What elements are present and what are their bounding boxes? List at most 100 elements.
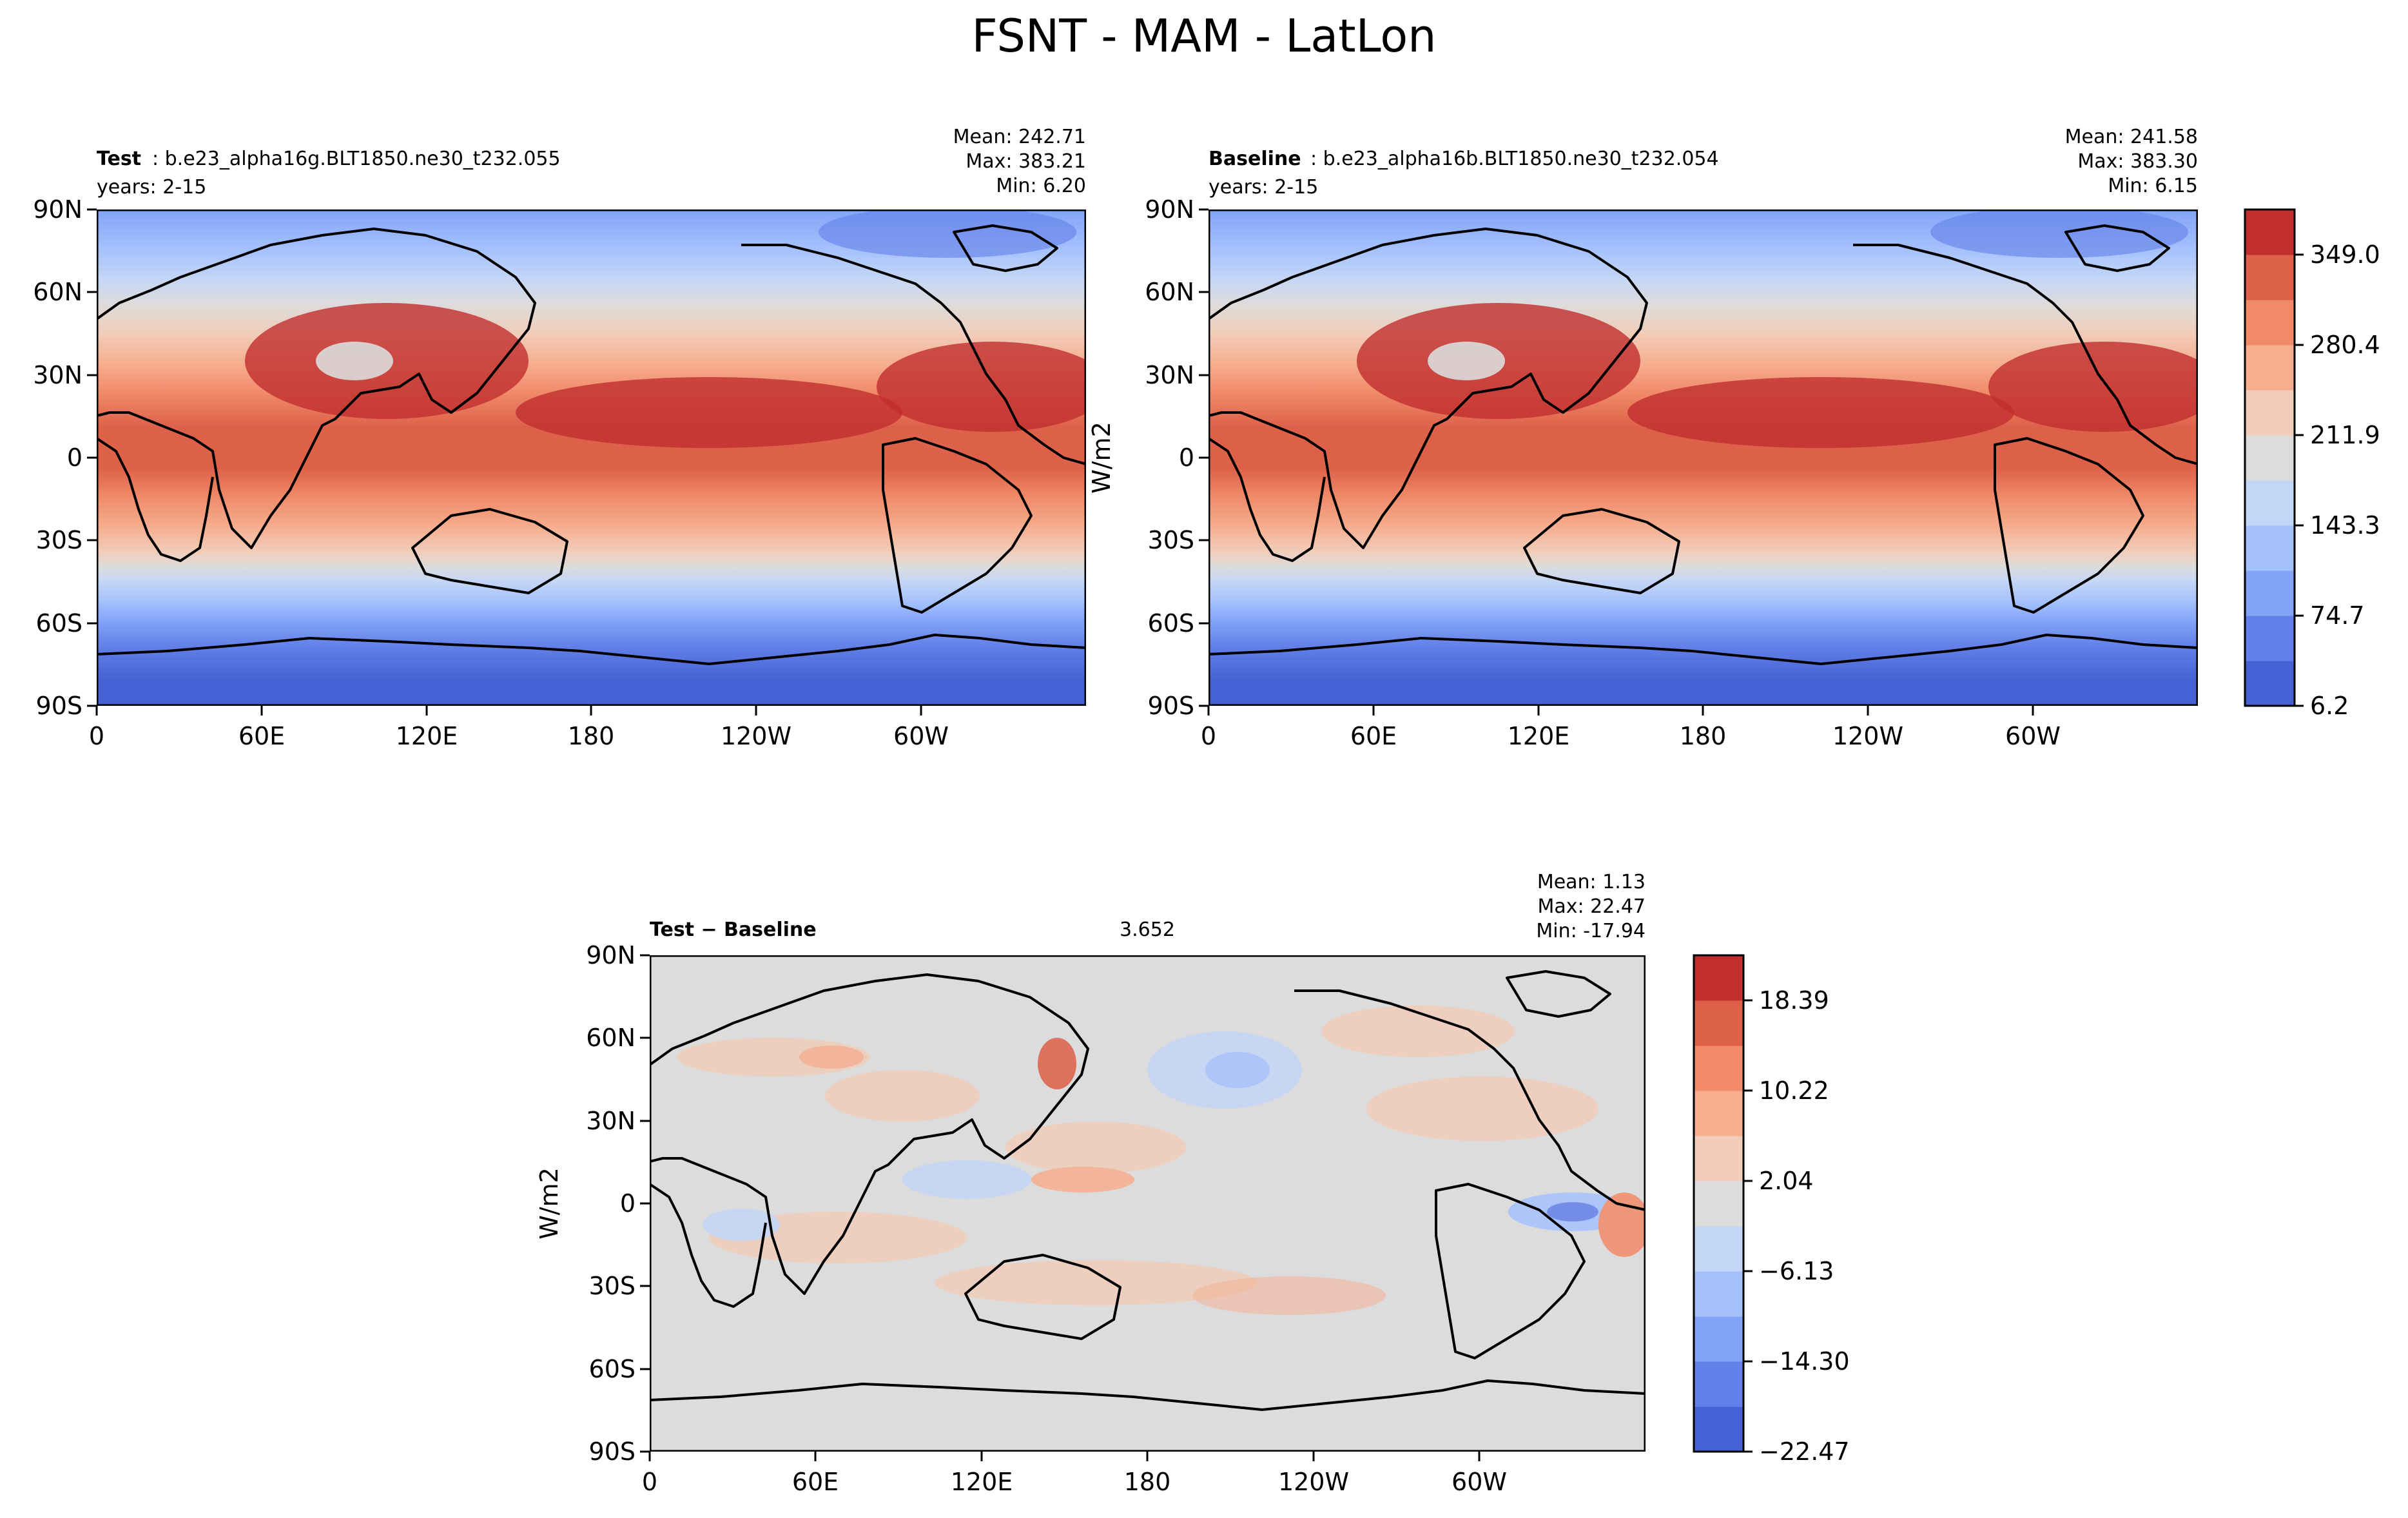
test-ytick-90s: 90S: [36, 692, 83, 720]
difference-colorbar-tick-label: −6.13: [1759, 1257, 1834, 1285]
difference-ytick-90s: 90S: [589, 1437, 636, 1466]
difference-colorbar-color-band: [1694, 1316, 1743, 1362]
test-xtick-0: 0: [89, 722, 104, 750]
difference-colorbar-tick-label: 2.04: [1759, 1167, 1814, 1195]
difference-colorbar-color-band: [1694, 1361, 1743, 1407]
difference-colorbar-tick-label: 18.39: [1759, 986, 1829, 1015]
test-years: years: 2-15: [97, 176, 206, 199]
difference-ytick-30n: 30N: [586, 1107, 636, 1135]
top-colorbar-color-band: [2245, 389, 2295, 436]
difference-colorbar-color-band: [1694, 1045, 1743, 1091]
test-ytick-60n: 60N: [33, 278, 83, 306]
test-xtick-180: 180: [568, 722, 615, 750]
baseline-stat-mean: Mean: 241.58: [2065, 126, 2198, 148]
baseline-xtick-60w: 60W: [2005, 722, 2061, 750]
test-y-axis: 90N 60N 30N 0 30S 60S 90S: [33, 195, 97, 720]
top-colorbar-color-band: [2245, 434, 2295, 481]
test-ytick-60s: 60S: [36, 609, 83, 637]
baseline-ylabel: W/m2: [1087, 422, 1116, 494]
baseline-xtick-0: 0: [1201, 722, 1216, 750]
difference-colorbar-color-band: [1694, 955, 1743, 1001]
test-xtick-60w: 60W: [893, 722, 949, 750]
difference-map-field: [650, 955, 1646, 1452]
top-colorbar-tick-label: 211.9: [2310, 421, 2380, 449]
test-panel: Test : b.e23_alpha16g.BLT1850.ne30_t232.…: [33, 126, 1086, 750]
baseline-years: years: 2-15: [1209, 176, 1318, 199]
difference-stat-max: Max: 22.47: [1537, 895, 1646, 918]
figure-title: FSNT - MAM - LatLon: [971, 10, 1436, 63]
baseline-ytick-90n: 90N: [1145, 195, 1194, 224]
test-xtick-120e: 120E: [396, 722, 458, 750]
top-colorbar-tick-label: 143.3: [2310, 511, 2380, 540]
difference-colorbar-tick-label: 10.22: [1759, 1076, 1829, 1105]
baseline-ytick-60s: 60S: [1148, 609, 1194, 637]
test-xtick-120w: 120W: [721, 722, 791, 750]
difference-colorbar-tick-label: −14.30: [1759, 1347, 1850, 1376]
test-ytick-30s: 30S: [36, 526, 83, 554]
baseline-stat-max: Max: 383.30: [2077, 150, 2198, 173]
difference-colorbar-color-band: [1694, 1181, 1743, 1227]
baseline-ytick-30n: 30N: [1145, 361, 1194, 389]
test-stat-min: Min: 6.20: [996, 175, 1086, 197]
test-x-axis: 0 60E 120E 180 120W 60W: [89, 706, 949, 750]
difference-colorbar-color-band: [1694, 1225, 1743, 1272]
difference-colorbar-color-band: [1694, 1090, 1743, 1136]
difference-colorbar: −22.47 −14.30 −6.13 2.04 10.22 18.39: [1693, 954, 1850, 1466]
baseline-xtick-180: 180: [1680, 722, 1727, 750]
baseline-y-axis: 90N 60N 30N 0 30S 60S 90S: [1145, 195, 1209, 720]
test-stat-mean: Mean: 242.71: [953, 126, 1086, 148]
baseline-xtick-60e: 60E: [1350, 722, 1397, 750]
baseline-panel: Baseline : b.e23_alpha16b.BLT1850.ne30_t…: [1087, 126, 2198, 750]
baseline-label-bold: Baseline: [1209, 148, 1301, 170]
difference-colorbar-color-band: [1694, 1000, 1743, 1046]
baseline-ytick-30s: 30S: [1148, 526, 1194, 554]
baseline-xtick-120w: 120W: [1832, 722, 1903, 750]
difference-xtick-60w: 60W: [1452, 1468, 1507, 1496]
difference-xtick-0: 0: [642, 1468, 657, 1496]
top-colorbar-color-band: [2245, 525, 2295, 571]
top-colorbar-tick-label: 349.0: [2310, 240, 2380, 269]
difference-colorbar-color-band: [1694, 1271, 1743, 1317]
top-colorbar: 6.2 74.7 143.3 211.9 280.4 349.0: [2244, 208, 2380, 720]
top-colorbar-color-band: [2245, 300, 2295, 345]
test-case-name: : b.e23_alpha16g.BLT1850.ne30_t232.055: [152, 148, 561, 170]
test-map-field: [97, 209, 1086, 706]
baseline-ytick-60n: 60N: [1145, 278, 1194, 306]
difference-ytick-60n: 60N: [586, 1024, 636, 1052]
difference-ytick-90n: 90N: [586, 941, 636, 969]
difference-label: Test − Baseline: [650, 919, 817, 941]
difference-stat-min: Min: -17.94: [1536, 920, 1646, 942]
difference-colorbar-frame: [1693, 954, 1745, 1453]
top-colorbar-color-band: [2245, 255, 2295, 300]
top-colorbar-color-band: [2245, 480, 2295, 526]
difference-xtick-120w: 120W: [1278, 1468, 1349, 1496]
difference-colorbar-color-band: [1694, 1406, 1743, 1452]
difference-stat-mean: Mean: 1.13: [1537, 871, 1646, 893]
difference-panel: Test − Baseline 3.652 Mean: 1.13 Max: 22…: [535, 871, 1646, 1496]
test-stat-max: Max: 383.21: [966, 150, 1086, 173]
top-colorbar-color-band: [2245, 570, 2295, 616]
difference-y-axis: 90N 60N 30N 0 30S 60S 90S: [586, 941, 650, 1466]
difference-xtick-60e: 60E: [792, 1468, 839, 1496]
top-colorbar-color-band: [2245, 661, 2295, 706]
top-colorbar-color-band: [2245, 616, 2295, 661]
difference-ytick-30s: 30S: [589, 1272, 636, 1300]
difference-colorbar-color-band: [1694, 1135, 1743, 1182]
baseline-x-axis: 0 60E 120E 180 120W 60W: [1201, 706, 2061, 750]
baseline-ytick-90s: 90S: [1148, 692, 1194, 720]
top-colorbar-color-band: [2245, 345, 2295, 391]
test-ytick-90n: 90N: [33, 195, 83, 224]
difference-xtick-180: 180: [1124, 1468, 1171, 1496]
difference-colorbar-tick-label: −22.47: [1759, 1437, 1850, 1466]
difference-xtick-120e: 120E: [951, 1468, 1013, 1496]
test-ytick-30n: 30N: [33, 361, 83, 389]
difference-ytick-60s: 60S: [589, 1355, 636, 1383]
baseline-case-name: : b.e23_alpha16b.BLT1850.ne30_t232.054: [1310, 148, 1719, 170]
top-colorbar-frame: [2244, 208, 2296, 707]
top-colorbar-tick-label: 6.2: [2310, 692, 2349, 720]
difference-x-axis: 0 60E 120E 180 120W 60W: [642, 1452, 1507, 1496]
baseline-map-field: [1209, 209, 2198, 706]
test-label-bold: Test: [97, 148, 141, 170]
top-colorbar-tick-label: 74.7: [2310, 601, 2365, 630]
